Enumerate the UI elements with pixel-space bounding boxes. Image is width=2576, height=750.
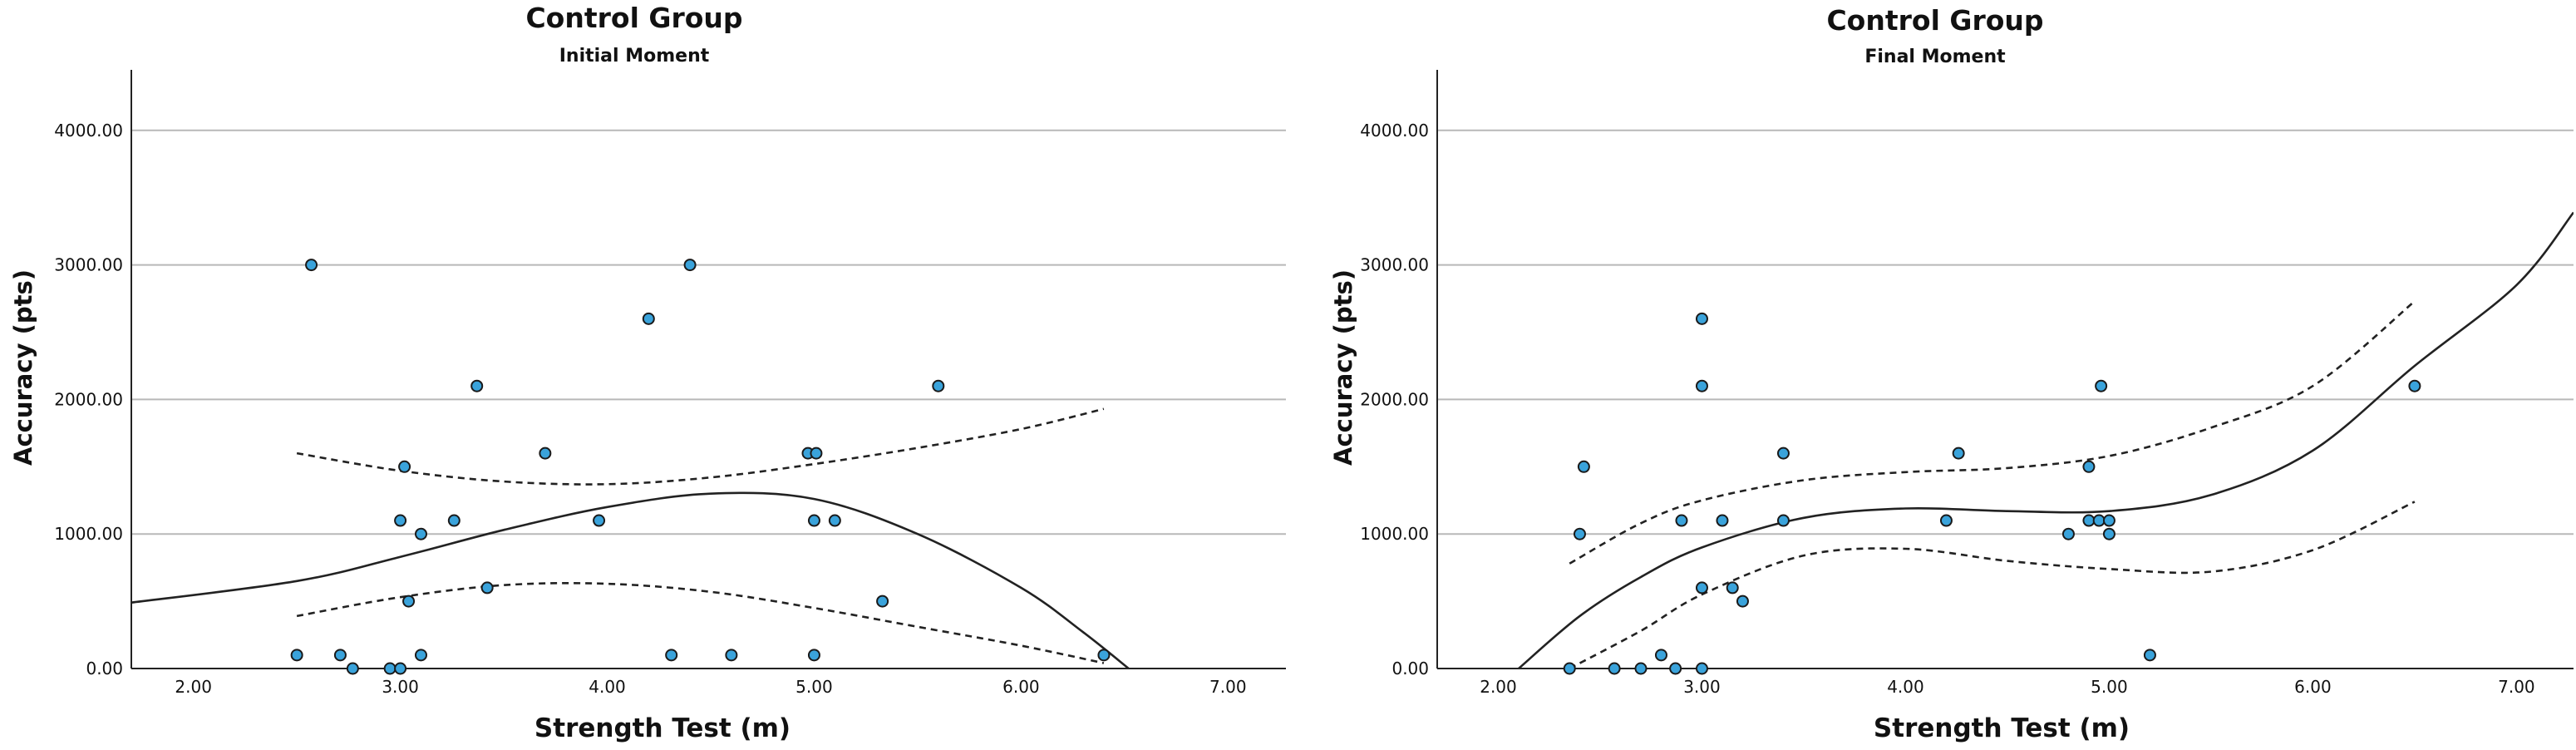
data-point [1776, 514, 1790, 527]
data-point [402, 595, 416, 608]
y-tick-label: 0.00 [86, 659, 123, 678]
y-tick-label: 1000.00 [54, 524, 123, 544]
data-point [398, 460, 411, 473]
data-point [480, 581, 494, 595]
data-point [1097, 649, 1111, 662]
data-point [1776, 447, 1790, 460]
y-axis-label: Accuracy (pts) [9, 269, 37, 466]
y-tick-label: 0.00 [1391, 659, 1429, 678]
data-point [876, 595, 889, 608]
x-axis-label: Strength Test (m) [534, 713, 791, 743]
x-axis-label: Strength Test (m) [1874, 713, 2130, 743]
data-point [2092, 514, 2106, 527]
data-point [1573, 527, 1586, 540]
y-tick-label: 2000.00 [1360, 389, 1429, 409]
data-point [642, 312, 655, 325]
data-point [1577, 460, 1590, 473]
data-point [807, 514, 820, 527]
data-point [807, 649, 820, 662]
data-point [665, 649, 678, 662]
data-point [470, 379, 484, 392]
data-point [1669, 662, 1682, 675]
x-tick-label: 2.00 [175, 677, 212, 697]
ci-lower-line [1569, 501, 2416, 670]
plot-area-final: 0.00 1000.00 2000.00 3000.00 4000.00 2.00 3.00… [1360, 70, 2574, 697]
data-point [2102, 527, 2115, 540]
ci-upper-line [296, 407, 1105, 486]
ci-upper-line [1569, 300, 2416, 565]
data-point [1716, 514, 1729, 527]
data-point [383, 662, 396, 675]
x-tick-label: 2.00 [1480, 677, 1517, 697]
data-point [539, 447, 552, 460]
data-point [1654, 649, 1667, 662]
data-point [2143, 649, 2156, 662]
data-point [810, 447, 823, 460]
x-tick-label: 4.00 [1887, 677, 1924, 697]
y-tick-label: 4000.00 [1360, 121, 1429, 141]
y-axis-label: Accuracy (pts) [1329, 269, 1357, 466]
data-point [290, 649, 303, 662]
y-tick-label: 2000.00 [54, 389, 123, 409]
data-point [414, 527, 427, 540]
fit-line [131, 491, 1130, 670]
chart-title: Control Group [1826, 4, 2043, 37]
data-point [1726, 581, 1739, 595]
data-point [1634, 662, 1648, 675]
x-tick-label: 6.00 [2294, 677, 2332, 697]
x-tick-label: 5.00 [2091, 677, 2128, 697]
y-tick-label: 3000.00 [1360, 255, 1429, 275]
data-point [447, 514, 461, 527]
data-point [932, 379, 945, 392]
x-tick-label: 6.00 [1002, 677, 1040, 697]
x-tick-label: 3.00 [382, 677, 419, 697]
x-tick-label: 7.00 [1209, 677, 1247, 697]
chart-final-moment: Control Group Final Moment Strength Test… [1329, 4, 2574, 743]
data-point [2095, 379, 2108, 392]
chart-subtitle: Initial Moment [559, 46, 710, 67]
data-point [1695, 581, 1708, 595]
chart-initial-moment: Control Group Initial Moment Strength Te… [9, 2, 1286, 743]
data-point [828, 514, 841, 527]
data-point [1695, 379, 1708, 392]
data-point [1939, 514, 1953, 527]
x-tick-label: 5.00 [795, 677, 833, 697]
data-point [1608, 662, 1621, 675]
y-tick-label: 1000.00 [1360, 524, 1429, 544]
x-tick-label: 7.00 [2498, 677, 2535, 697]
data-point [2082, 460, 2096, 473]
plot-area-initial: 0.00 1000.00 2000.00 3000.00 4000.00 2.00 3.00… [54, 70, 1286, 697]
data-point [593, 514, 606, 527]
data-point [305, 259, 318, 272]
fit-line [1518, 211, 2574, 669]
data-point [414, 649, 427, 662]
data-point [394, 662, 407, 675]
data-point [2102, 514, 2115, 527]
data-point [683, 259, 697, 272]
data-point [725, 649, 738, 662]
data-point [1695, 662, 1708, 675]
x-tick-label: 4.00 [589, 677, 626, 697]
data-point [1952, 447, 1965, 460]
data-point [333, 649, 347, 662]
y-tick-label: 3000.00 [54, 255, 123, 275]
data-point [2408, 379, 2421, 392]
data-point [1736, 595, 1749, 608]
x-tick-label: 3.00 [1683, 677, 1721, 697]
data-point [2082, 514, 2096, 527]
chart-subtitle: Final Moment [1864, 47, 2006, 67]
data-point [1695, 312, 1708, 325]
data-point [1563, 662, 1576, 675]
data-point [1675, 514, 1688, 527]
data-point [2061, 527, 2075, 540]
data-point [394, 514, 407, 527]
y-tick-label: 4000.00 [54, 121, 123, 141]
data-point [346, 662, 359, 675]
chart-title: Control Group [525, 2, 742, 34]
